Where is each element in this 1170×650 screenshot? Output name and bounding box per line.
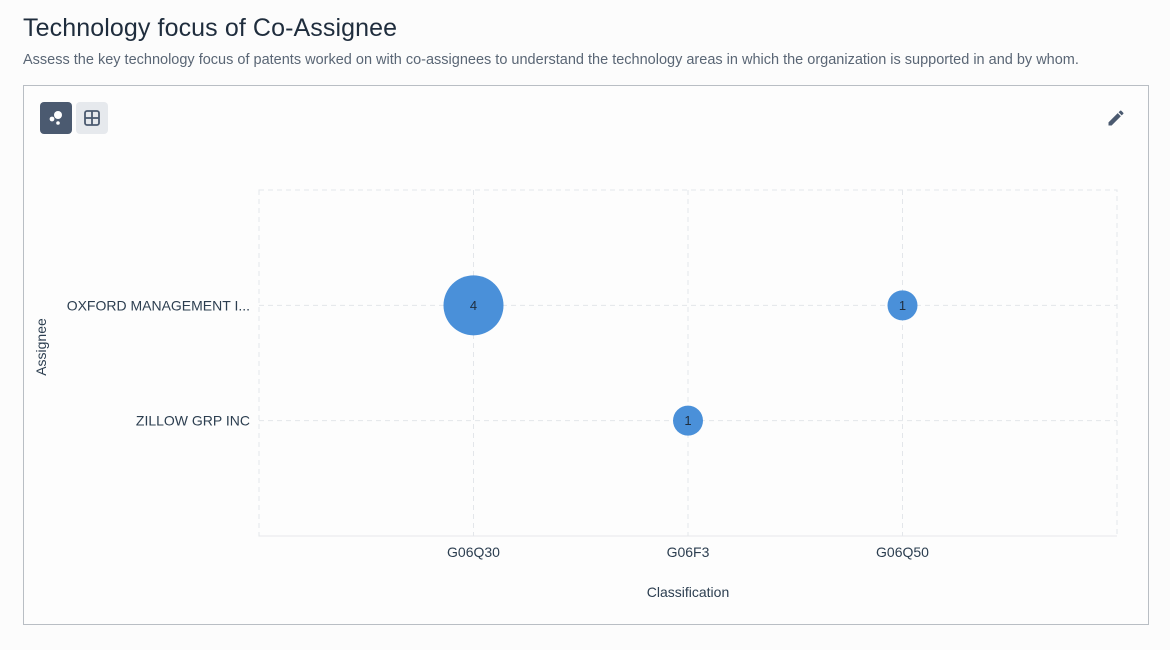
bubble-chart: G06Q30 G06F3 G06Q50 OXFORD MANAGEMENT I...… [24,86,1148,624]
page-subtitle: Assess the key technology focus of paten… [23,52,1079,68]
bubble-value-label: 1 [899,298,906,313]
grid-layer [259,190,1117,536]
bubble-value-label: 1 [684,413,691,428]
x-axis-title: Classification [647,584,729,600]
x-tick-label: G06Q50 [876,544,929,560]
x-tick-label: G06Q30 [447,544,500,560]
y-axis-title: Assignee [33,318,49,376]
bubble[interactable]: 1 [888,290,918,320]
bubble[interactable]: 1 [673,406,703,436]
bubble-value-label: 4 [470,298,477,313]
x-tick-label: G06F3 [667,544,710,560]
y-axis-ticks: OXFORD MANAGEMENT I... ZILLOW GRP INC [67,297,250,428]
chart-card: G06Q30 G06F3 G06Q50 OXFORD MANAGEMENT I...… [23,85,1149,625]
y-tick-label: OXFORD MANAGEMENT I... [67,297,250,313]
bubble-layer: 4 1 1 [444,275,918,435]
page-title: Technology focus of Co-Assignee [23,14,397,43]
bubble[interactable]: 4 [444,275,504,335]
x-axis-ticks: G06Q30 G06F3 G06Q50 [447,544,929,560]
y-tick-label: ZILLOW GRP INC [136,413,250,429]
